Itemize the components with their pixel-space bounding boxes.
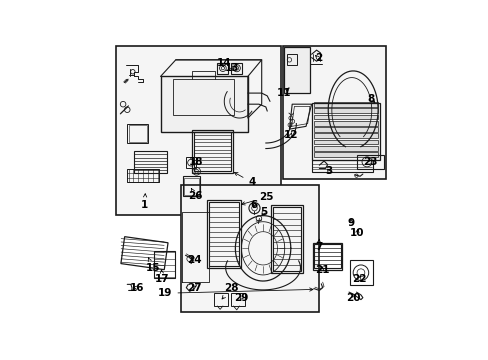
Text: 1: 1 <box>141 194 148 210</box>
Text: 11: 11 <box>277 87 291 98</box>
Text: 6: 6 <box>250 199 257 210</box>
Text: 19: 19 <box>158 288 312 298</box>
Bar <box>283 46 385 179</box>
Text: 14: 14 <box>217 58 231 68</box>
Text: 16: 16 <box>129 283 144 293</box>
Bar <box>214 293 228 306</box>
Bar <box>273 207 301 271</box>
Bar <box>311 103 380 159</box>
Bar <box>208 202 239 266</box>
Text: 18: 18 <box>188 157 203 167</box>
Bar <box>186 157 195 168</box>
Bar <box>314 140 377 144</box>
Bar <box>286 54 297 66</box>
Bar <box>314 108 377 113</box>
Bar <box>160 76 247 132</box>
Text: 27: 27 <box>187 283 202 293</box>
Bar <box>181 185 319 312</box>
Text: 9: 9 <box>346 218 354 228</box>
Bar <box>314 102 377 107</box>
Text: 26: 26 <box>188 188 203 201</box>
Bar <box>193 132 231 171</box>
Bar <box>231 63 242 74</box>
Text: 10: 10 <box>349 228 364 238</box>
Bar <box>311 160 372 172</box>
Text: 24: 24 <box>187 255 202 265</box>
Bar <box>127 123 148 143</box>
Text: 25: 25 <box>241 192 273 205</box>
Text: 5: 5 <box>260 207 267 217</box>
Bar <box>349 260 372 285</box>
Bar <box>217 63 228 74</box>
Text: 4: 4 <box>234 172 255 187</box>
Text: 2: 2 <box>314 53 322 63</box>
Text: 29: 29 <box>234 293 248 303</box>
Bar <box>134 151 167 174</box>
Bar <box>314 115 377 120</box>
Bar <box>356 155 383 169</box>
Bar <box>314 127 377 132</box>
Bar <box>127 169 159 182</box>
Bar <box>173 79 233 115</box>
Text: 13: 13 <box>224 63 239 73</box>
Bar <box>116 46 281 215</box>
Bar <box>183 176 200 196</box>
Text: 3: 3 <box>325 166 332 176</box>
Bar <box>314 244 340 268</box>
Text: 22: 22 <box>351 274 366 284</box>
Text: 21: 21 <box>314 265 329 275</box>
Bar <box>128 125 146 141</box>
Bar <box>191 130 233 173</box>
Bar <box>183 177 198 195</box>
Bar <box>314 134 377 138</box>
Bar <box>230 293 244 306</box>
Text: 28: 28 <box>222 283 239 299</box>
Bar <box>207 200 241 268</box>
Bar <box>314 121 377 126</box>
Text: 8: 8 <box>367 94 374 104</box>
Bar <box>314 146 377 150</box>
Bar <box>154 251 175 278</box>
Bar <box>284 48 309 93</box>
Bar <box>271 205 303 273</box>
Text: 17: 17 <box>155 270 169 284</box>
Text: 15: 15 <box>145 258 160 273</box>
Bar <box>312 243 342 270</box>
Text: 23: 23 <box>363 157 377 167</box>
Text: 12: 12 <box>283 130 298 140</box>
Text: 7: 7 <box>314 239 322 252</box>
Text: 20: 20 <box>346 293 360 303</box>
Bar <box>121 237 168 270</box>
Bar <box>314 152 377 157</box>
